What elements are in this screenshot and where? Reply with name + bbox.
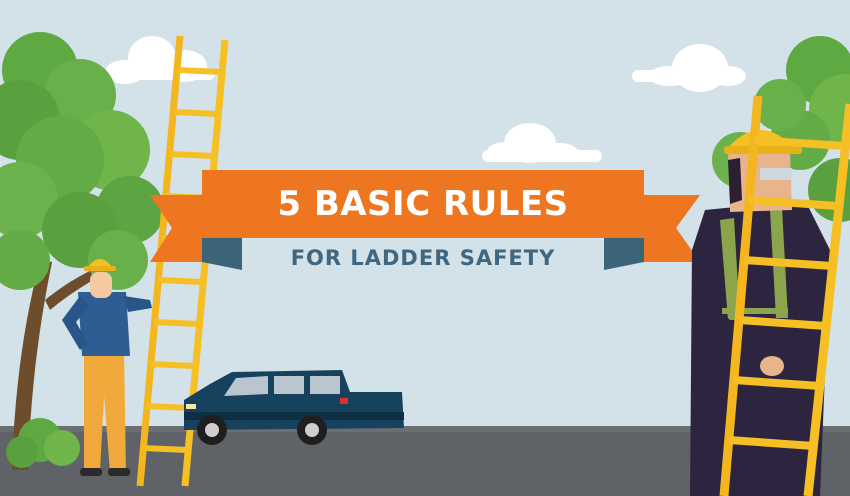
road-edge [0,426,850,432]
tree-icon [0,32,164,470]
page-subtitle: FOR LADDER SAFETY [290,246,556,270]
banner-right-tail [644,195,700,262]
worker-icon [62,259,152,476]
bush-icon [6,418,80,468]
page-title: 5 BASIC RULES [277,184,569,224]
banner-left-fold [202,238,242,270]
title-banner [150,170,700,270]
worker-icon [690,130,830,496]
cloud-icon [482,123,602,163]
cloud-icon [632,44,746,92]
pickup-truck-icon [184,370,404,445]
banner-right-fold [604,238,644,270]
hand-icon [760,356,784,376]
banner-main [202,170,644,238]
banner-left-tail [150,195,202,262]
ladder-icon [719,95,850,496]
